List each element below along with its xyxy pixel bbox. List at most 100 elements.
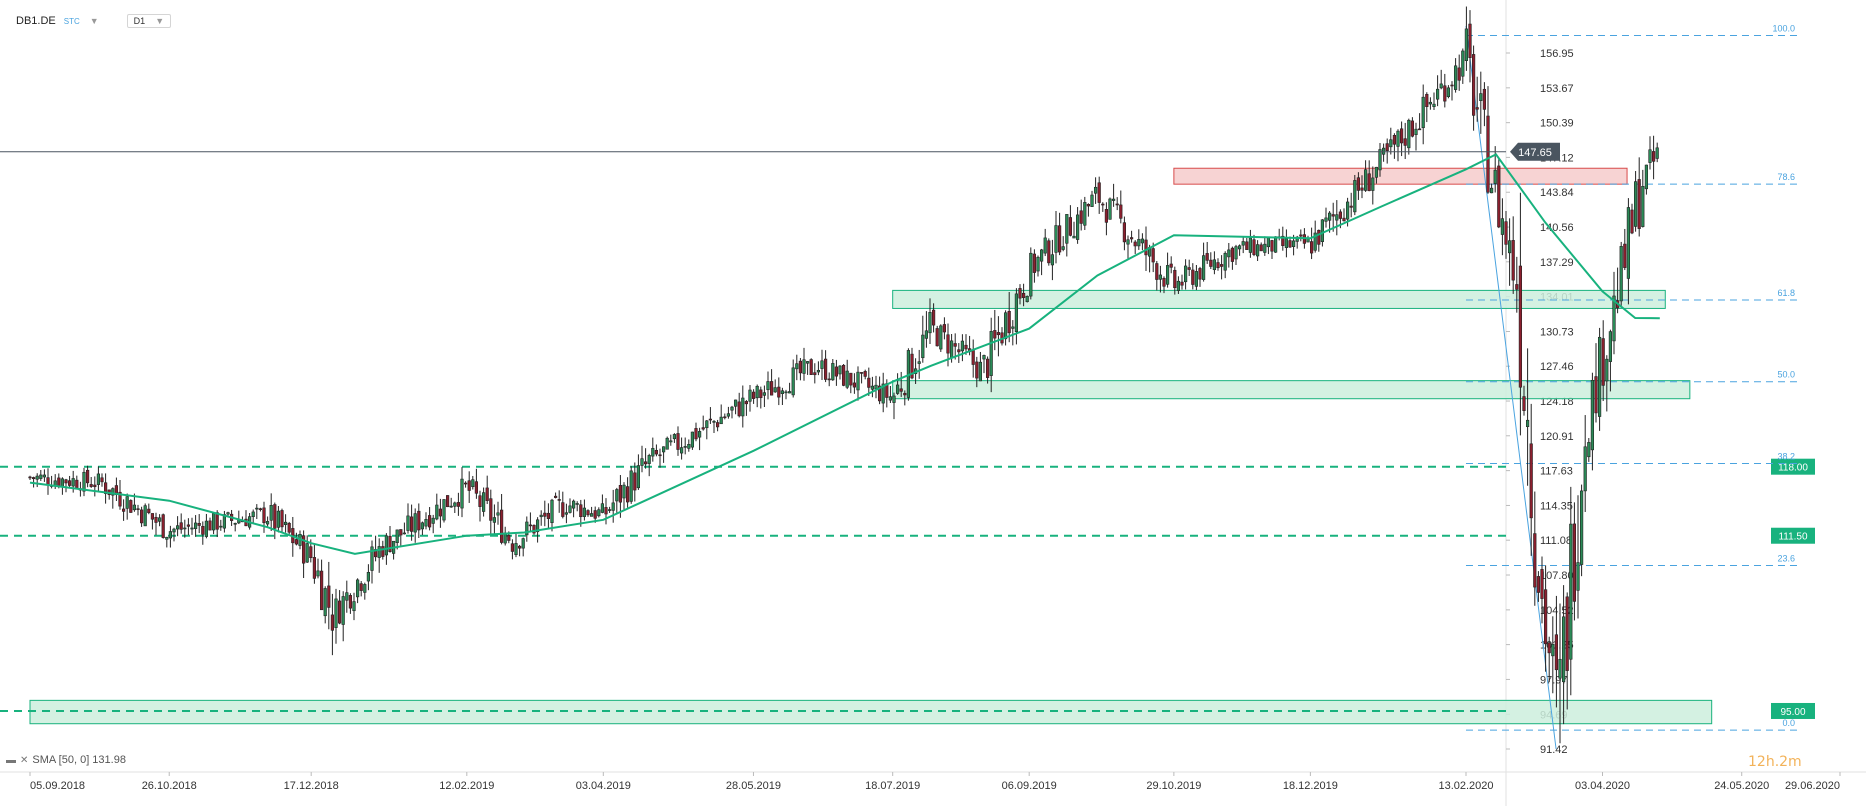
y-tick-label: 120.91: [1540, 431, 1574, 443]
candle-bearish: [1058, 225, 1062, 253]
fib-level-label: 78.6: [1777, 172, 1795, 182]
candle-bearish: [262, 507, 266, 524]
candle-bullish: [589, 513, 594, 517]
candle-bullish: [1608, 331, 1612, 362]
chevron-down-icon[interactable]: ▼: [89, 16, 99, 26]
candle-bearish: [161, 514, 165, 538]
candle-bearish: [1342, 217, 1346, 222]
candle-bearish: [1533, 533, 1537, 588]
candle-bearish: [975, 361, 979, 379]
candle-bullish: [1580, 490, 1584, 565]
remove-indicator-icon[interactable]: ✕: [20, 754, 29, 766]
candle-bullish: [496, 512, 500, 516]
candle-bearish: [1115, 203, 1119, 206]
candle-bearish: [118, 491, 122, 507]
candle-bullish: [39, 474, 43, 479]
candle-bearish: [474, 481, 479, 494]
candle-bearish: [510, 543, 515, 552]
candle-bullish: [143, 505, 147, 527]
x-tick-label: 05.09.2018: [30, 780, 85, 792]
candle-bearish: [104, 482, 108, 494]
candle-bullish: [1263, 243, 1267, 253]
candle-bullish: [420, 522, 425, 530]
candle-bullish: [233, 522, 237, 525]
candle-bullish: [1094, 186, 1098, 194]
candle-bearish: [136, 508, 140, 510]
candle-bearish: [93, 484, 97, 488]
candle-bearish: [1504, 221, 1508, 245]
candle-bullish: [978, 361, 982, 382]
candle-bearish: [1637, 179, 1641, 229]
candle-bullish: [305, 543, 309, 563]
candle-bullish: [575, 503, 579, 505]
candle-bearish: [579, 504, 583, 518]
hide-indicator-icon[interactable]: ▬: [6, 754, 16, 766]
candle-bullish: [1583, 446, 1587, 492]
candle-bearish: [140, 509, 144, 524]
candle-bearish: [546, 512, 550, 519]
candle-bearish: [1497, 165, 1501, 228]
timeframe-select[interactable]: D1 ▼: [126, 14, 172, 28]
candle-bearish: [57, 477, 61, 487]
candle-bullish: [1490, 187, 1494, 194]
candle-bullish: [132, 504, 137, 511]
candle-bullish: [607, 509, 612, 511]
candle-bearish: [1079, 210, 1083, 224]
candle-bearish: [280, 510, 284, 528]
candle-bullish: [521, 538, 525, 549]
candle-bullish: [406, 515, 410, 531]
candle-bullish: [1562, 616, 1566, 683]
candle-bearish: [863, 371, 867, 377]
candle-bearish: [499, 509, 504, 543]
candle-bearish: [841, 364, 846, 386]
candle-bullish: [597, 509, 601, 517]
candle-bullish: [679, 447, 684, 454]
candle-bullish: [629, 470, 633, 502]
candle-bullish: [1508, 240, 1512, 254]
candle-bullish: [449, 505, 453, 508]
candle-bullish: [881, 383, 885, 404]
candle-bullish: [1158, 274, 1162, 280]
trendline: [1465, 25, 1557, 750]
candle-bearish: [931, 309, 936, 326]
candle-bearish: [759, 389, 763, 399]
candle-bullish: [1641, 186, 1645, 227]
candle-bearish: [1032, 253, 1036, 273]
candle-bearish: [532, 524, 536, 534]
candle-bearish: [1565, 596, 1569, 671]
candle-bullish: [1558, 658, 1562, 679]
candle-bearish: [942, 324, 946, 333]
candle-bearish: [708, 418, 712, 421]
candle-bullish: [1234, 246, 1238, 260]
candle-bearish: [445, 495, 450, 508]
candle-bullish: [535, 519, 540, 533]
candles: [28, 6, 1659, 744]
candle-bearish: [744, 401, 748, 405]
candle-bearish: [294, 539, 299, 545]
green-zone: [892, 289, 1666, 309]
candle-bullish: [784, 391, 788, 394]
candle-bearish: [64, 479, 68, 484]
candle-bullish: [600, 503, 604, 513]
candle-bullish: [831, 363, 835, 381]
candle-bullish: [733, 399, 738, 407]
candle-bearish: [899, 388, 903, 392]
y-tick-label: 143.84: [1540, 187, 1574, 199]
candle-bearish: [1450, 84, 1454, 87]
candle-bearish: [129, 500, 133, 513]
symbol-label[interactable]: DB1.DE: [16, 15, 56, 27]
candle-bearish: [1536, 576, 1540, 593]
candle-bullish: [1587, 442, 1591, 458]
candle-bullish: [1526, 419, 1530, 428]
candle-bearish: [1400, 128, 1404, 144]
candle-bullish: [582, 507, 586, 517]
candle-bullish: [989, 331, 993, 376]
candle-bullish: [1011, 326, 1015, 329]
x-tick-label: 28.05.2019: [726, 780, 781, 792]
candle-bullish: [341, 596, 345, 625]
candle-bullish: [1446, 87, 1450, 98]
candle-bullish: [283, 521, 288, 525]
candle-bearish: [561, 502, 565, 517]
candle-bullish: [363, 584, 367, 593]
